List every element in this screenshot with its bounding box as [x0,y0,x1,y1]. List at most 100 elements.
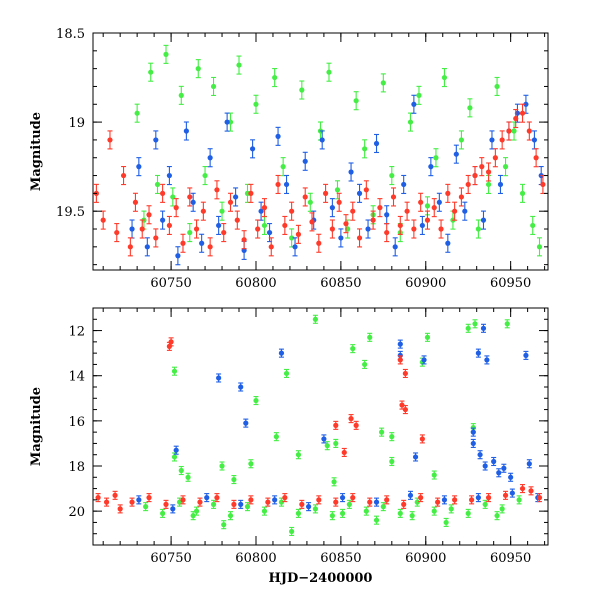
data-point [129,219,135,239]
data-point [302,187,308,207]
data-point [401,174,407,195]
data-point [513,108,519,129]
data-point [494,511,500,521]
data-point [409,511,415,521]
data-point [365,219,371,239]
data-point [129,497,135,507]
data-point [202,166,208,186]
data-point [139,219,145,239]
data-point [465,174,471,195]
data-point [275,174,281,195]
data-point [499,504,505,514]
data-point [170,187,176,207]
plot-frame [92,32,549,271]
data-point [243,418,249,428]
data-point [489,130,495,150]
data-point [136,495,142,505]
data-point [248,459,254,469]
y-tick-label: 19.5 [56,205,85,220]
data-point [380,73,386,93]
data-point [261,215,268,236]
data-point [465,508,471,518]
data-point [404,201,410,221]
data-point [536,493,543,503]
data-point [227,511,234,521]
data-point [392,237,398,257]
data-point [343,214,349,234]
data-point [144,237,150,257]
data-point [187,223,193,243]
data-point [350,493,356,503]
data-point [424,210,431,230]
data-point [127,237,133,257]
data-point [533,148,539,168]
data-point [380,502,386,512]
data-point [216,373,222,383]
data-point [401,499,407,509]
data-point [178,465,184,476]
data-point [441,495,448,505]
data-point [445,183,451,203]
y-tick-label: 19 [68,116,85,131]
data-point [496,468,502,478]
data-point [497,174,504,195]
data-point [193,506,200,516]
data-point [255,219,261,239]
data-point [519,183,526,203]
data-point [329,511,335,521]
data-point [153,228,159,248]
data-point [431,198,437,218]
data-point [193,219,200,239]
data-point [234,210,240,230]
data-point [244,502,251,512]
data-point [531,130,538,150]
data-point [289,228,295,248]
data-point [424,332,431,342]
data-point [331,477,337,487]
data-point [350,201,356,221]
data-point [402,368,408,379]
y-tick-label: 18.5 [56,27,85,42]
data-point [445,233,451,253]
data-point [419,215,425,236]
data-point [160,508,166,518]
x-tick-label: 60900 [405,551,446,566]
data-point [467,98,473,118]
bottom-panel: 60750 60800 60850 60900 60950 12 14 16 18 20 Magni… [29,307,549,586]
y-tick-label: 16 [68,415,85,430]
data-point [402,405,408,415]
data-point [511,121,517,141]
data-point [356,183,363,203]
data-point [480,323,487,333]
data-point [397,215,403,236]
data-point [154,174,161,195]
data-point [289,526,295,537]
data-point [210,76,217,97]
data-point [324,441,330,451]
x-tick-label: 60800 [235,276,276,291]
data-point [197,497,203,507]
data-point [452,495,458,505]
data-point [178,85,184,105]
data-point [472,166,478,186]
data-point [163,44,169,64]
data-point [443,517,449,527]
data-point [326,62,332,82]
data-point [428,157,434,177]
data-point [519,484,526,494]
data-point [367,332,373,342]
data-point [441,67,448,88]
data-point [389,432,395,442]
data-point [292,237,298,257]
data-point [419,434,425,444]
data-point [322,183,329,203]
data-point [275,126,281,146]
x-tick-label: 60800 [235,551,276,566]
data-point [438,219,444,239]
data-point [494,76,500,97]
data-point [384,205,390,225]
data-point [390,187,397,207]
data-point [363,506,369,516]
data-point [339,493,346,503]
data-point [238,382,244,392]
